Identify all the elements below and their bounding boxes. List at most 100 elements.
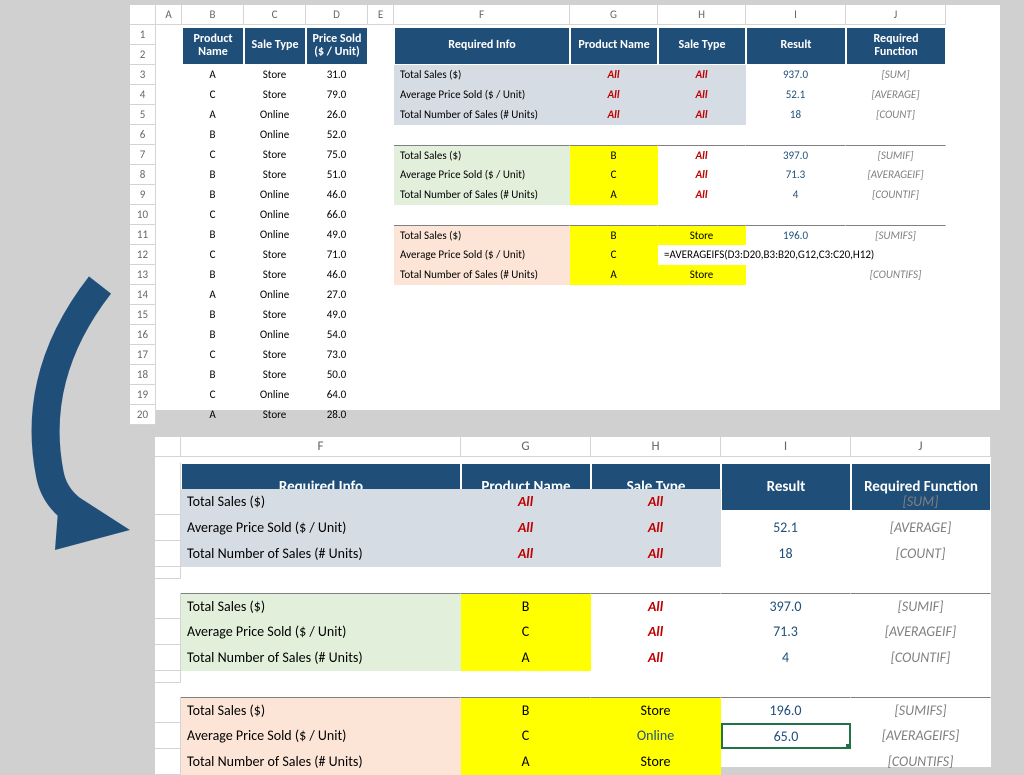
- cell-C18[interactable]: Store: [244, 365, 306, 385]
- cell-B13[interactable]: B: [182, 265, 244, 285]
- cell-D19[interactable]: 64.0: [306, 385, 368, 405]
- cell-I4[interactable]: 52.1: [746, 85, 846, 105]
- cell-B9[interactable]: B: [182, 185, 244, 205]
- cell-F5[interactable]: Total Number of Sales (# Units): [394, 105, 570, 125]
- cell-B6[interactable]: B: [182, 125, 244, 145]
- cell[interactable]: Average Price Sold ($ / Unit): [181, 515, 461, 541]
- cell[interactable]: A: [461, 645, 591, 671]
- cell[interactable]: [AVERAGE]: [851, 515, 991, 541]
- cell-C2[interactable]: Sale Type: [244, 27, 306, 65]
- cell-C15[interactable]: Store: [244, 305, 306, 325]
- cell-J5[interactable]: [COUNT]: [846, 105, 946, 125]
- cell-C12[interactable]: Store: [244, 245, 306, 265]
- cell-D12[interactable]: 71.0: [306, 245, 368, 265]
- cell-E20[interactable]: [368, 405, 394, 425]
- cell-E18[interactable]: [368, 365, 394, 385]
- cell-J16[interactable]: [846, 325, 946, 345]
- col-header[interactable]: G: [461, 437, 591, 457]
- cell-H4[interactable]: All: [658, 85, 746, 105]
- cell-I2[interactable]: Result: [746, 27, 846, 65]
- cell-C8[interactable]: Store: [244, 165, 306, 185]
- cell[interactable]: 71.3: [721, 619, 851, 645]
- cell-J2[interactable]: Required Function: [846, 27, 946, 65]
- cell-D14[interactable]: 27.0: [306, 285, 368, 305]
- col-header[interactable]: C: [244, 5, 306, 25]
- cell-F13[interactable]: Total Number of Sales (# Units): [394, 265, 570, 285]
- cell-F11[interactable]: Total Sales ($): [394, 225, 570, 245]
- cell-E16[interactable]: [368, 325, 394, 345]
- cell[interactable]: All: [591, 515, 721, 541]
- cell-I9[interactable]: 4: [746, 185, 846, 205]
- cell-G2[interactable]: Product Name: [570, 27, 658, 65]
- col-header[interactable]: D: [306, 5, 368, 25]
- cell[interactable]: All: [461, 541, 591, 567]
- cell-E2[interactable]: [368, 45, 394, 65]
- col-header[interactable]: F: [181, 437, 461, 457]
- cell-B8[interactable]: B: [182, 165, 244, 185]
- cell-H18[interactable]: [658, 365, 746, 385]
- cell[interactable]: 52.1: [721, 515, 851, 541]
- cell-G9[interactable]: A: [570, 185, 658, 205]
- cell[interactable]: [AVERAGEIFS]: [851, 723, 991, 749]
- col-header[interactable]: J: [851, 437, 991, 457]
- cell-E5[interactable]: [368, 105, 394, 125]
- cell[interactable]: 65.0: [721, 723, 851, 749]
- row-header[interactable]: 2: [130, 45, 156, 65]
- cell-B2[interactable]: Product Name: [182, 27, 244, 65]
- cell-I10[interactable]: [746, 205, 846, 225]
- cell-A8[interactable]: [156, 165, 182, 185]
- col-header[interactable]: F: [394, 5, 570, 25]
- cell-J13[interactable]: [COUNTIFS]: [846, 265, 946, 285]
- col-header[interactable]: I: [746, 5, 846, 25]
- cell-E19[interactable]: [368, 385, 394, 405]
- cell-E1[interactable]: [368, 25, 394, 45]
- cell-H10[interactable]: [658, 205, 746, 225]
- cell-B4[interactable]: C: [182, 85, 244, 105]
- cell-C9[interactable]: Online: [244, 185, 306, 205]
- cell-J15[interactable]: [846, 305, 946, 325]
- cell[interactable]: 937.0: [721, 489, 851, 515]
- cell[interactable]: 18: [721, 541, 851, 567]
- cell-H6[interactable]: [658, 125, 746, 145]
- cell[interactable]: [155, 645, 181, 671]
- cell-J17[interactable]: [846, 345, 946, 365]
- cell-G15[interactable]: [570, 305, 658, 325]
- cell-B14[interactable]: A: [182, 285, 244, 305]
- cell[interactable]: All: [591, 645, 721, 671]
- cell-G11[interactable]: B: [570, 225, 658, 245]
- cell[interactable]: B: [461, 593, 591, 619]
- cell-D2[interactable]: Price Sold ($ / Unit): [306, 27, 368, 65]
- cell-I18[interactable]: [746, 365, 846, 385]
- cell-B19[interactable]: C: [182, 385, 244, 405]
- cell-I16[interactable]: [746, 325, 846, 345]
- cell-J9[interactable]: [COUNTIF]: [846, 185, 946, 205]
- col-header[interactable]: A: [156, 5, 182, 25]
- cell-G19[interactable]: [570, 385, 658, 405]
- cell[interactable]: [721, 749, 851, 775]
- cell-D11[interactable]: 49.0: [306, 225, 368, 245]
- cell-D16[interactable]: 54.0: [306, 325, 368, 345]
- cell-B18[interactable]: B: [182, 365, 244, 385]
- cell-I17[interactable]: [746, 345, 846, 365]
- cell-I8[interactable]: 71.3: [746, 165, 846, 185]
- cell-A2[interactable]: [156, 45, 182, 65]
- cell-F17[interactable]: [394, 345, 570, 365]
- cell-F2[interactable]: Required Info: [394, 27, 570, 65]
- cell-C3[interactable]: Store: [244, 65, 306, 85]
- col-header[interactable]: I: [721, 437, 851, 457]
- cell-G8[interactable]: C: [570, 165, 658, 185]
- cell-I13[interactable]: [746, 265, 846, 285]
- cell-C13[interactable]: Store: [244, 265, 306, 285]
- cell-C7[interactable]: Store: [244, 145, 306, 165]
- col-header[interactable]: J: [846, 5, 946, 25]
- cell-J6[interactable]: [846, 125, 946, 145]
- cell[interactable]: [155, 697, 181, 723]
- cell-J20[interactable]: [846, 405, 946, 425]
- cell-H15[interactable]: [658, 305, 746, 325]
- cell-E11[interactable]: [368, 225, 394, 245]
- cell-J3[interactable]: [SUM]: [846, 65, 946, 85]
- cell-F8[interactable]: Average Price Sold ($ / Unit): [394, 165, 570, 185]
- cell-H17[interactable]: [658, 345, 746, 365]
- cell[interactable]: Total Sales ($): [181, 697, 461, 723]
- cell[interactable]: Online: [591, 723, 721, 749]
